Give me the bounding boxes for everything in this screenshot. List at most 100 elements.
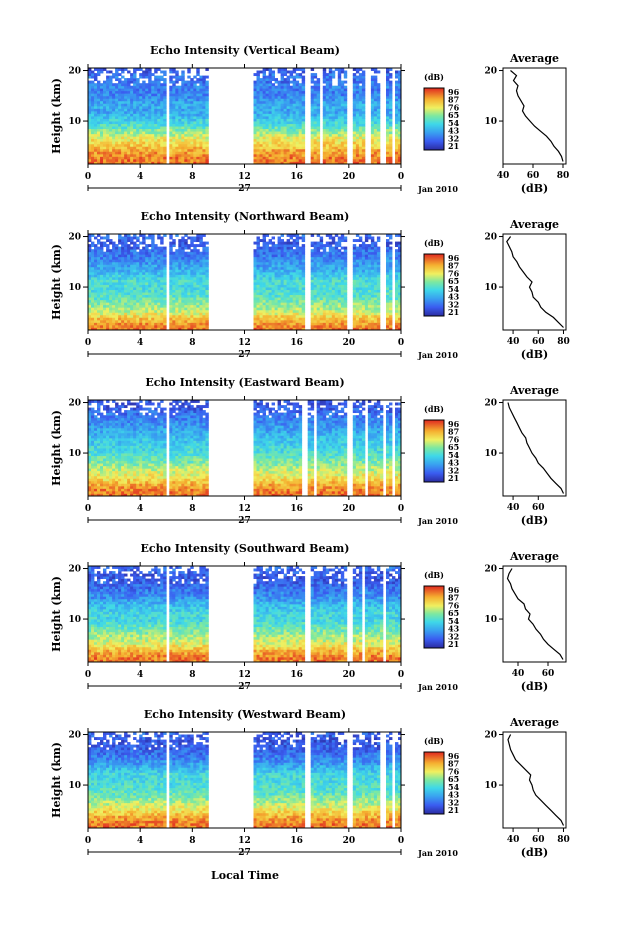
heatmap-cell	[145, 327, 149, 331]
heatmap-cell	[298, 266, 303, 270]
heatmap-cell	[395, 128, 399, 132]
heatmap-cell	[370, 324, 375, 328]
heatmap-cell	[106, 317, 110, 321]
heatmap-cell	[295, 90, 300, 94]
heatmap-cell	[289, 312, 294, 316]
heatmap-cell	[109, 105, 113, 109]
heatmap-cell	[199, 284, 203, 288]
heatmap-cell	[142, 113, 146, 117]
heatmap-cell	[190, 128, 194, 132]
heatmap-cell	[130, 158, 134, 162]
heatmap-cell	[277, 309, 282, 313]
heatmap-cell	[130, 309, 134, 313]
heatmap-cell	[202, 133, 206, 137]
heatmap-cell	[355, 105, 360, 109]
heatmap-cell	[148, 146, 152, 150]
heatmap-cell	[187, 146, 191, 150]
heatmap-cell	[334, 307, 339, 311]
heatmap-cell	[127, 319, 131, 323]
heatmap-cell	[370, 158, 375, 162]
heatmap-cell	[196, 141, 200, 145]
heatmap-cell	[136, 304, 140, 308]
heatmap-cell	[121, 116, 125, 119]
heatmap-cell	[94, 271, 98, 275]
heatmap-cell	[190, 269, 194, 273]
heatmap-cell	[316, 161, 321, 165]
heatmap-cell	[331, 317, 336, 321]
heatmap-cell	[265, 269, 270, 273]
heatmap-cell	[124, 264, 128, 268]
heatmap-cell	[148, 136, 152, 140]
heatmap-cell	[295, 68, 300, 71]
heatmap-cell	[325, 108, 330, 112]
heatmap-cell	[268, 136, 273, 140]
heatmap-cell	[106, 264, 110, 268]
heatmap-cell	[193, 133, 197, 137]
heatmap-cell	[106, 75, 110, 79]
heatmap-cell	[160, 148, 164, 152]
heatmap-cell	[142, 327, 146, 331]
heatmap-cell	[112, 161, 116, 165]
heatmap-cell	[154, 279, 158, 283]
heatmap-cell	[386, 80, 390, 84]
heatmap-cell	[181, 307, 185, 311]
heatmap-cell	[124, 284, 128, 288]
heatmap-cell	[88, 312, 92, 316]
heatmap-cell	[127, 128, 131, 132]
heatmap-cell	[172, 131, 176, 135]
heatmap-cell	[343, 161, 348, 165]
heatmap-cell	[389, 93, 393, 97]
heatmap-cell	[277, 83, 282, 87]
heatmap-cell	[139, 161, 143, 165]
heatmap-cell	[331, 324, 336, 328]
heatmap-cell	[88, 307, 92, 311]
heatmap-cell	[298, 146, 303, 150]
heatmap-cell	[352, 276, 357, 280]
heatmap-cell	[121, 304, 125, 308]
heatmap-cell	[202, 266, 206, 270]
heatmap-cell	[286, 85, 291, 89]
heatmap-cell	[325, 156, 330, 160]
heatmap-cell	[274, 282, 279, 285]
heatmap-cell	[358, 90, 363, 94]
heatmap-cell	[271, 95, 276, 99]
heatmap-cell	[325, 282, 330, 285]
heatmap-cell	[361, 108, 366, 112]
heatmap-cell	[172, 307, 176, 311]
heatmap-cell	[130, 269, 134, 273]
heatmap-cell	[259, 297, 263, 301]
heatmap-cells	[88, 234, 402, 331]
heatmap-cell	[361, 304, 366, 308]
heatmap-cell	[289, 100, 294, 104]
heatmap-cell	[205, 322, 209, 326]
heatmap-cell	[127, 274, 131, 278]
heatmap-cell	[118, 105, 122, 109]
heatmap-cell	[286, 108, 291, 112]
heatmap-cell	[298, 287, 303, 291]
heatmap-cell	[133, 282, 137, 285]
heatmap-cell	[398, 116, 402, 119]
heatmap-cell	[343, 133, 348, 137]
heatmap-cell	[389, 110, 393, 114]
heatmap-cell	[148, 307, 152, 311]
heatmap-cell	[151, 80, 155, 84]
heatmap-cell	[340, 284, 345, 288]
heatmap-cell	[280, 70, 285, 74]
heatmap-cell	[109, 299, 113, 303]
heatmap-cell	[184, 287, 188, 291]
heatmap-cell	[301, 158, 306, 162]
heatmap-cell	[154, 113, 158, 117]
heatmap-cell	[181, 128, 185, 132]
heatmap-cell	[331, 266, 336, 270]
heatmap-cell	[169, 98, 173, 102]
heatmap-cell	[139, 274, 143, 278]
heatmap-cell	[205, 269, 209, 273]
heatmap-cell	[331, 131, 336, 135]
heatmap-cell	[301, 151, 306, 155]
heatmap-cell	[295, 98, 300, 102]
heatmap-cell	[389, 131, 393, 135]
heatmap-cell	[253, 287, 257, 291]
heatmap-cell	[283, 85, 288, 89]
heatmap-cell	[145, 287, 149, 291]
heatmap-cell	[361, 146, 366, 150]
